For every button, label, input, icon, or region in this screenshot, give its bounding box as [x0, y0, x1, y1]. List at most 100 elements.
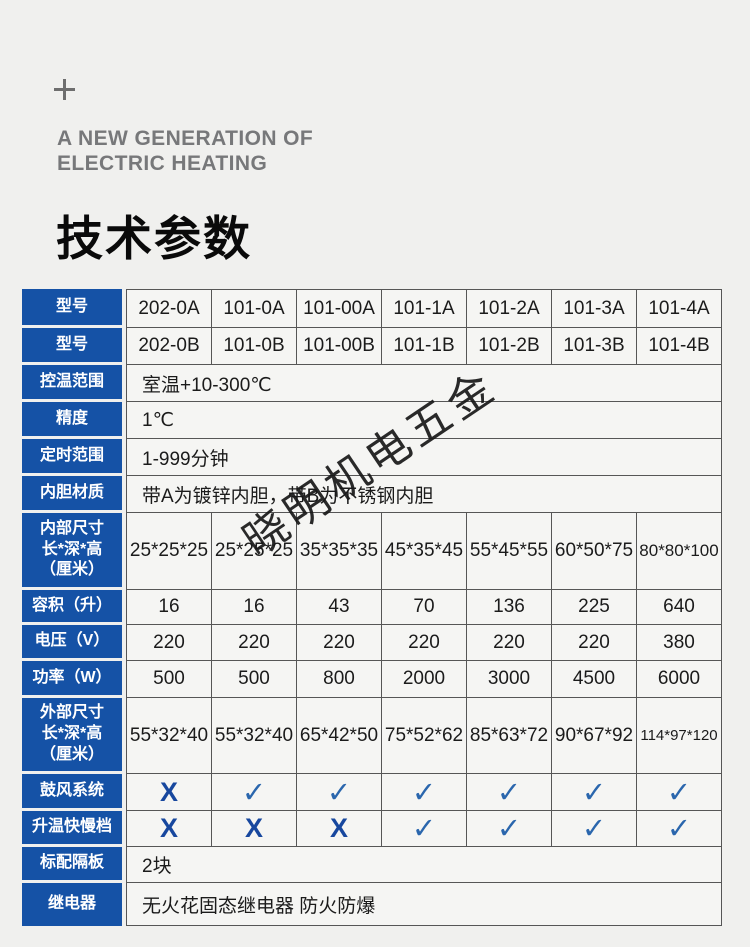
row-value: 1℃: [126, 402, 722, 439]
spec-cell: 220: [127, 625, 212, 660]
spec-cell: 640: [663, 596, 695, 617]
spec-cell: 2000: [382, 661, 467, 697]
table-row: 鼓风系统 X ✓ ✓ ✓ ✓ ✓ ✓: [22, 774, 722, 811]
row-value: 1-999分钟: [126, 439, 722, 476]
table-row: 型号 202-0A 101-0A 101-00A 101-1A 101-2A 101-3A 1…: [22, 289, 722, 328]
spec-cell: 101-3B: [552, 328, 637, 364]
row-cells: X ✓ ✓ ✓ ✓ ✓ ✓: [126, 774, 722, 811]
spec-cell: 25*25*25: [127, 513, 212, 589]
check-mark-icon: ✓: [552, 774, 637, 810]
table-row: 容积（升） 16 16 43 70 136 225 640: [22, 590, 722, 625]
page-title: 技术参数: [56, 212, 252, 265]
row-cells: 202-0B 101-0B 101-00B 101-1B 101-2B 101-3B 101…: [126, 328, 722, 365]
row-label: 精度: [22, 402, 122, 436]
row-label: 定时范围: [22, 439, 122, 473]
row-cells: 220 220 220 220 220 220 380: [126, 625, 722, 661]
table-row: 精度 1℃: [22, 402, 722, 439]
row-cells: 55*32*40 55*32*40 65*42*50 75*52*62 85*63*72…: [126, 698, 722, 774]
spec-cell: 101-4A: [648, 297, 710, 319]
x-mark-icon: X: [297, 811, 382, 846]
table-row: 内部尺寸 长*深*高 （厘米） 25*25*25 25*25*25 35*35*35 4…: [22, 513, 722, 590]
table-row: 功率（W） 500 500 800 2000 3000 4500 6000: [22, 661, 722, 698]
spec-cell: 220: [467, 625, 552, 660]
row-cells: 500 500 800 2000 3000 4500 6000: [126, 661, 722, 698]
spec-cell: 3000: [467, 661, 552, 697]
row-label: 型号: [22, 289, 122, 325]
spec-cell: 101-00B: [297, 328, 382, 364]
row-cells: X X X ✓ ✓ ✓ ✓: [126, 811, 722, 847]
tagline: A NEW GENERATION OF ELECTRIC HEATING: [57, 126, 313, 176]
row-label: 外部尺寸 长*深*高 （厘米）: [22, 698, 122, 771]
row-label: 功率（W）: [22, 661, 122, 695]
spec-cell: 43: [297, 590, 382, 624]
check-mark-icon: ✓: [467, 774, 552, 810]
spec-cell: 25*25*25: [212, 513, 297, 589]
row-cells: 202-0A 101-0A 101-00A 101-1A 101-2A 101-3A 101…: [126, 289, 722, 328]
table-row: 标配隔板 2块: [22, 847, 722, 883]
spec-cell: 500: [212, 661, 297, 697]
check-mark-icon: ✓: [382, 811, 467, 846]
row-label: 容积（升）: [22, 590, 122, 622]
row-label: 标配隔板: [22, 847, 122, 880]
spec-cell: 101-4B: [648, 335, 710, 356]
spec-cell: 85*63*72: [467, 698, 552, 773]
check-mark-icon: ✓: [467, 811, 552, 846]
x-mark-icon: X: [127, 811, 212, 846]
spec-cell: 101-3A: [552, 290, 637, 327]
spec-cell: 101-1B: [382, 328, 467, 364]
spec-table: 型号 202-0A 101-0A 101-00A 101-1A 101-2A 101-3A 1…: [22, 289, 722, 926]
check-mark-icon: ✓: [666, 776, 692, 809]
spec-cell: 225: [552, 590, 637, 624]
row-label: 型号: [22, 328, 122, 362]
spec-cell: 55*45*55: [467, 513, 552, 589]
row-value: 无火花固态继电器 防火防爆: [126, 883, 722, 926]
check-mark-icon: ✓: [382, 774, 467, 810]
spec-cell: 101-2A: [467, 290, 552, 327]
table-row: 外部尺寸 长*深*高 （厘米） 55*32*40 55*32*40 65*42*50 7…: [22, 698, 722, 774]
row-value: 2块: [126, 847, 722, 883]
spec-cell: 101-00A: [297, 290, 382, 327]
spec-cell: 6000: [657, 668, 701, 689]
spec-cell: 220: [552, 625, 637, 660]
spec-cell: 101-0A: [212, 290, 297, 327]
tagline-line2: ELECTRIC HEATING: [57, 152, 268, 175]
row-label: 升温快慢档: [22, 811, 122, 844]
spec-cell: 35*35*35: [297, 513, 382, 589]
row-label: 鼓风系统: [22, 774, 122, 808]
row-value: 带A为镀锌内胆，带B为不锈钢内胆: [126, 476, 722, 513]
x-mark-icon: X: [127, 774, 212, 810]
table-row: 继电器 无火花固态继电器 防火防爆: [22, 883, 722, 926]
spec-cell: 500: [127, 661, 212, 697]
spec-cell: 136: [467, 590, 552, 624]
spec-cell: 4500: [552, 661, 637, 697]
plus-icon: [54, 79, 75, 100]
spec-cell: 101-0B: [212, 328, 297, 364]
spec-cell: 65*42*50: [297, 698, 382, 773]
spec-cell: 101-2B: [467, 328, 552, 364]
spec-cell: 220: [382, 625, 467, 660]
table-row: 型号 202-0B 101-0B 101-00B 101-1B 101-2B 101-3B 1…: [22, 328, 722, 365]
table-row: 内胆材质 带A为镀锌内胆，带B为不锈钢内胆: [22, 476, 722, 513]
table-row: 电压（V） 220 220 220 220 220 220 380: [22, 625, 722, 661]
spec-cell: 800: [297, 661, 382, 697]
spec-cell: 90*67*92: [552, 698, 637, 773]
tagline-line1: A NEW GENERATION OF: [57, 127, 314, 150]
spec-cell: 55*32*40: [127, 698, 212, 773]
check-mark-icon: ✓: [212, 774, 297, 810]
row-label: 电压（V）: [22, 625, 122, 658]
x-mark-icon: X: [212, 811, 297, 846]
check-mark-icon: ✓: [297, 774, 382, 810]
row-cells: 25*25*25 25*25*25 35*35*35 45*35*45 55*45*55…: [126, 513, 722, 590]
check-mark-icon: ✓: [552, 811, 637, 846]
table-row: 升温快慢档 X X X ✓ ✓ ✓ ✓: [22, 811, 722, 847]
check-mark-icon: ✓: [666, 813, 692, 845]
spec-cell: 45*35*45: [382, 513, 467, 589]
row-value: 室温+10-300℃: [126, 365, 722, 402]
row-label: 内胆材质: [22, 476, 122, 510]
spec-cell: 16: [212, 590, 297, 624]
spec-cell: 70: [382, 590, 467, 624]
spec-cell: 55*32*40: [212, 698, 297, 773]
row-label: 控温范围: [22, 365, 122, 399]
spec-cell: 101-1A: [382, 290, 467, 327]
